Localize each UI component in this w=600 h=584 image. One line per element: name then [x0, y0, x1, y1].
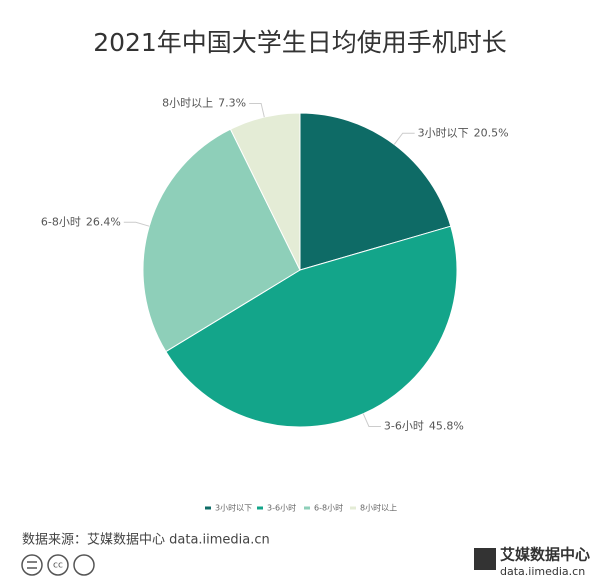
chart-title: 2021年中国大学生日均使用手机时长 — [93, 28, 507, 57]
logo-mark — [474, 548, 496, 570]
leader-line — [393, 132, 415, 145]
slice-category: 6-8小时 — [41, 215, 81, 228]
slice-value: 7.3% — [218, 96, 246, 109]
pie-slice — [142, 128, 301, 353]
slice-value: 20.5% — [474, 126, 509, 139]
slice-value: 26.4% — [86, 215, 121, 228]
legend-label: 8小时以上 — [360, 503, 397, 513]
legend-label: 3小时以下 — [215, 503, 252, 513]
slice-label: 6-8小时 26.4% — [41, 215, 121, 228]
slice-label: 3小时以下 20.5% — [418, 126, 509, 139]
legend-label: 6-8小时 — [314, 503, 343, 513]
leader-line — [362, 413, 381, 428]
slice-value: 45.8% — [429, 420, 464, 433]
slice-label: 3-6小时 45.8% — [384, 420, 464, 433]
slice-category: 3-6小时 — [384, 420, 424, 433]
leader-line — [123, 221, 150, 227]
slice-label: 8小时以上 7.3% — [162, 96, 246, 109]
license-icons — [21, 554, 95, 576]
leader-line — [249, 102, 265, 118]
logo-name: 艾媒数据中心 — [500, 546, 590, 564]
slice-category: 3小时以下 — [418, 126, 469, 139]
logo-url: data.iimedia.cn — [500, 565, 585, 578]
slice-category: 8小时以上 — [162, 96, 213, 109]
legend-label: 3-6小时 — [267, 503, 296, 513]
cc-icon: cc — [53, 561, 63, 571]
pie-slice — [229, 112, 301, 271]
source-text: 数据来源：艾媒数据中心 data.iimedia.cn — [22, 533, 270, 548]
